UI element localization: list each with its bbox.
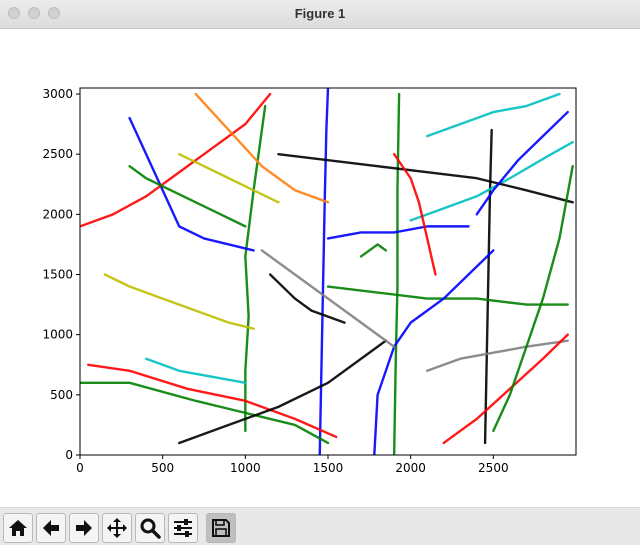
- arrow-right-icon: [76, 520, 92, 536]
- y-tick-label-2500: 2500: [42, 147, 73, 161]
- series-line-0: [318, 88, 330, 455]
- series-line-22: [128, 165, 247, 228]
- y-tick-label-2000: 2000: [42, 207, 73, 221]
- series-line-9: [326, 285, 569, 306]
- back-button[interactable]: [36, 513, 66, 543]
- series-line-15: [373, 249, 495, 455]
- plot-svg: 0 500 1000 1500 2000 2500 0 500 1000 1500 2000 2500…: [42, 87, 577, 475]
- series-line-26: [144, 357, 247, 385]
- series-line-5: [80, 92, 272, 228]
- series-line-21: [268, 273, 346, 324]
- sliders-icon: [174, 519, 192, 537]
- close-window-button[interactable]: [8, 7, 20, 19]
- home-button[interactable]: [3, 513, 33, 543]
- series-line-17: [442, 333, 569, 445]
- series-line-3: [244, 104, 267, 433]
- series-line-6: [80, 381, 330, 445]
- series-line-16: [426, 339, 569, 372]
- series-line-4: [128, 116, 255, 252]
- x-tick-label-2500: 2500: [478, 461, 509, 475]
- series-line-8: [177, 339, 388, 445]
- y-tick-label-500: 500: [50, 388, 73, 402]
- y-tick-label-0: 0: [65, 448, 73, 462]
- zoom-button[interactable]: [135, 513, 165, 543]
- series-line-27: [260, 249, 396, 348]
- configure-subplots-button[interactable]: [168, 513, 198, 543]
- home-icon: [9, 520, 27, 536]
- series-line-18: [492, 165, 574, 433]
- arrow-left-icon: [43, 520, 59, 536]
- series-line-7: [87, 363, 338, 439]
- plot-area: [80, 88, 574, 455]
- pan-button[interactable]: [102, 513, 132, 543]
- x-tick-label-1500: 1500: [313, 461, 344, 475]
- y-tick-label-3000: 3000: [42, 87, 73, 101]
- series-line-1: [392, 92, 401, 455]
- title-bar: Figure 1: [0, 0, 640, 29]
- magnifier-icon: [140, 518, 161, 539]
- series-line-20: [475, 110, 569, 216]
- x-tick-label-500: 500: [151, 461, 174, 475]
- series-line-19: [426, 92, 561, 138]
- axes-frame: [79, 87, 577, 456]
- series-line-10: [326, 225, 470, 240]
- forward-button[interactable]: [69, 513, 99, 543]
- window-title: Figure 1: [294, 6, 346, 21]
- figure-canvas[interactable]: 0 500 1000 1500 2000 2500 0 500 1000 1500 2000 2500…: [0, 29, 640, 507]
- series-line-24: [392, 152, 437, 276]
- x-tick-label-2000: 2000: [395, 461, 426, 475]
- series-line-11: [409, 140, 574, 222]
- zoom-window-button[interactable]: [48, 7, 60, 19]
- series-line-14: [103, 273, 255, 330]
- series-line-25: [359, 243, 388, 258]
- move-icon: [107, 518, 127, 538]
- x-tick-label-1000: 1000: [230, 461, 261, 475]
- series-line-12: [277, 152, 574, 204]
- minimize-window-button[interactable]: [28, 7, 40, 19]
- series-line-23: [177, 152, 280, 204]
- x-tick-label-0: 0: [76, 461, 84, 475]
- floppy-disk-icon: [212, 519, 230, 537]
- save-button[interactable]: [206, 513, 236, 543]
- series-line-2: [483, 128, 493, 445]
- y-tick-label-1500: 1500: [42, 268, 73, 282]
- y-tick-label-1000: 1000: [42, 328, 73, 342]
- series-line-13: [194, 92, 330, 204]
- navigation-toolbar: [0, 507, 640, 545]
